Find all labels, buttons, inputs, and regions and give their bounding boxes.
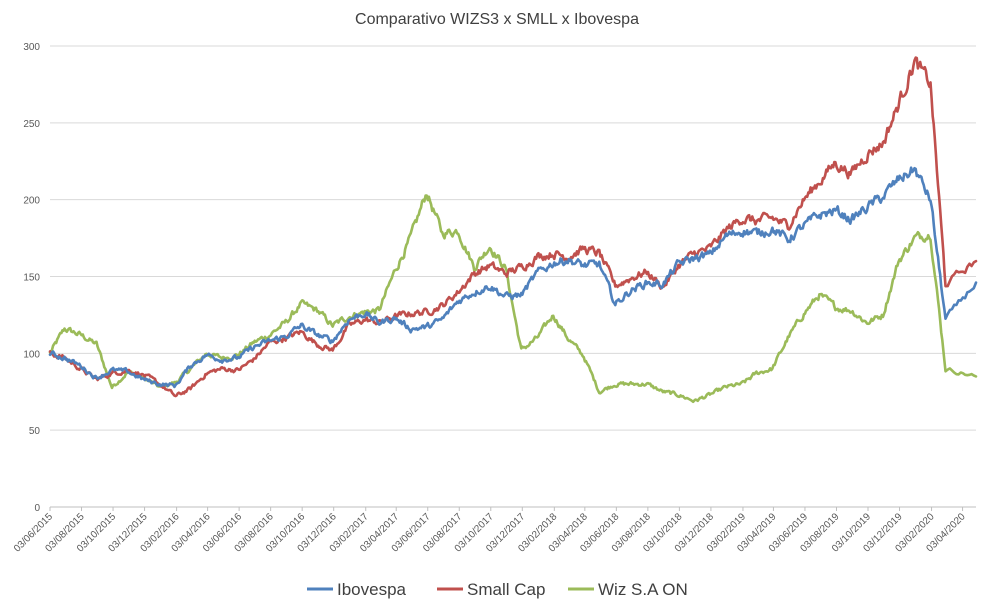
legend: Ibovespa Small Cap Wiz S.A ON [307,580,688,599]
y-tick-label: 0 [34,503,40,514]
gridlines [50,45,976,508]
series-lines [48,56,978,404]
series-line-small-cap [48,56,978,398]
y-tick-label: 250 [23,119,40,130]
y-tick-label: 300 [23,42,40,53]
legend-label: Ibovespa [337,580,407,599]
x-axis-ticks: 03/06/201503/08/201503/10/201503/12/2015… [12,507,968,555]
legend-label: Small Cap [467,580,545,599]
y-tick-label: 50 [29,426,41,437]
legend-label: Wiz S.A ON [598,580,688,599]
chart-title: Comparativo WIZS3 x SMLL x Ibovespa [355,11,639,28]
y-axis-ticks: 0 50 100 150 200 250 300 [23,42,40,514]
y-tick-label: 150 [23,273,40,284]
series-line-ibovespa [48,166,978,389]
y-tick-label: 100 [23,349,40,360]
y-tick-label: 200 [23,196,40,207]
